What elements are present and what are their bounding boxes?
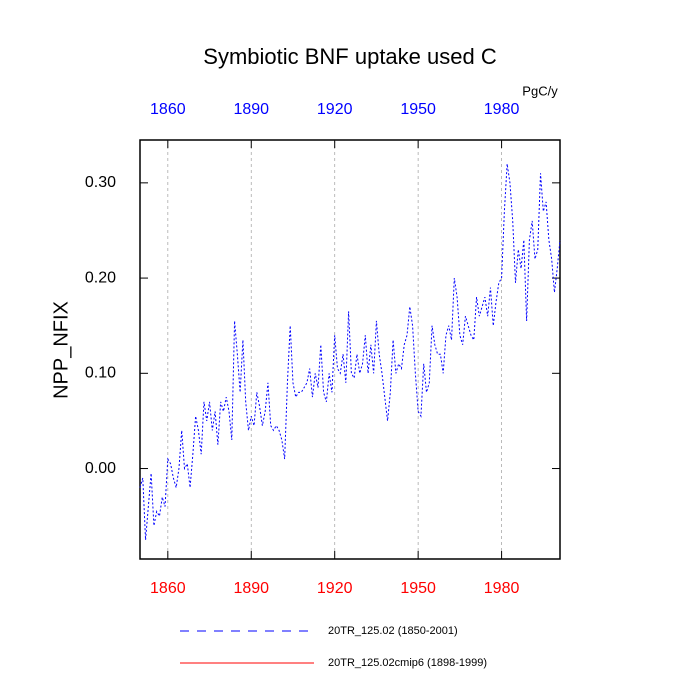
y-axis-label: NPP_NFIX <box>50 301 72 399</box>
x-tick-label: 1950 <box>400 580 436 597</box>
chart-title: Symbiotic BNF uptake used C <box>203 44 497 69</box>
y-tick-label: 0.30 <box>85 174 116 191</box>
x-tick-label: 1980 <box>484 580 520 597</box>
x-tick-label-top: 1980 <box>484 101 520 118</box>
units-label: PgC/y <box>522 83 558 98</box>
legend-label: 20TR_125.02cmip6 (1898-1999) <box>328 657 487 669</box>
x-tick-label: 1860 <box>150 580 186 597</box>
x-tick-label-top: 1950 <box>400 101 436 118</box>
x-tick-label-top: 1890 <box>233 101 269 118</box>
plot-frame <box>139 139 561 560</box>
x-tick-label: 1890 <box>233 580 269 597</box>
series-line <box>139 163 561 540</box>
y-tick-label: 0.20 <box>85 269 116 286</box>
x-tick-label: 1920 <box>317 580 353 597</box>
x-tick-label-top: 1860 <box>150 101 186 118</box>
y-tick-label: 0.10 <box>85 365 116 382</box>
x-tick-label-top: 1920 <box>317 101 353 118</box>
y-tick-label: 0.00 <box>85 460 116 477</box>
legend-label: 20TR_125.02 (1850-2001) <box>328 625 458 637</box>
